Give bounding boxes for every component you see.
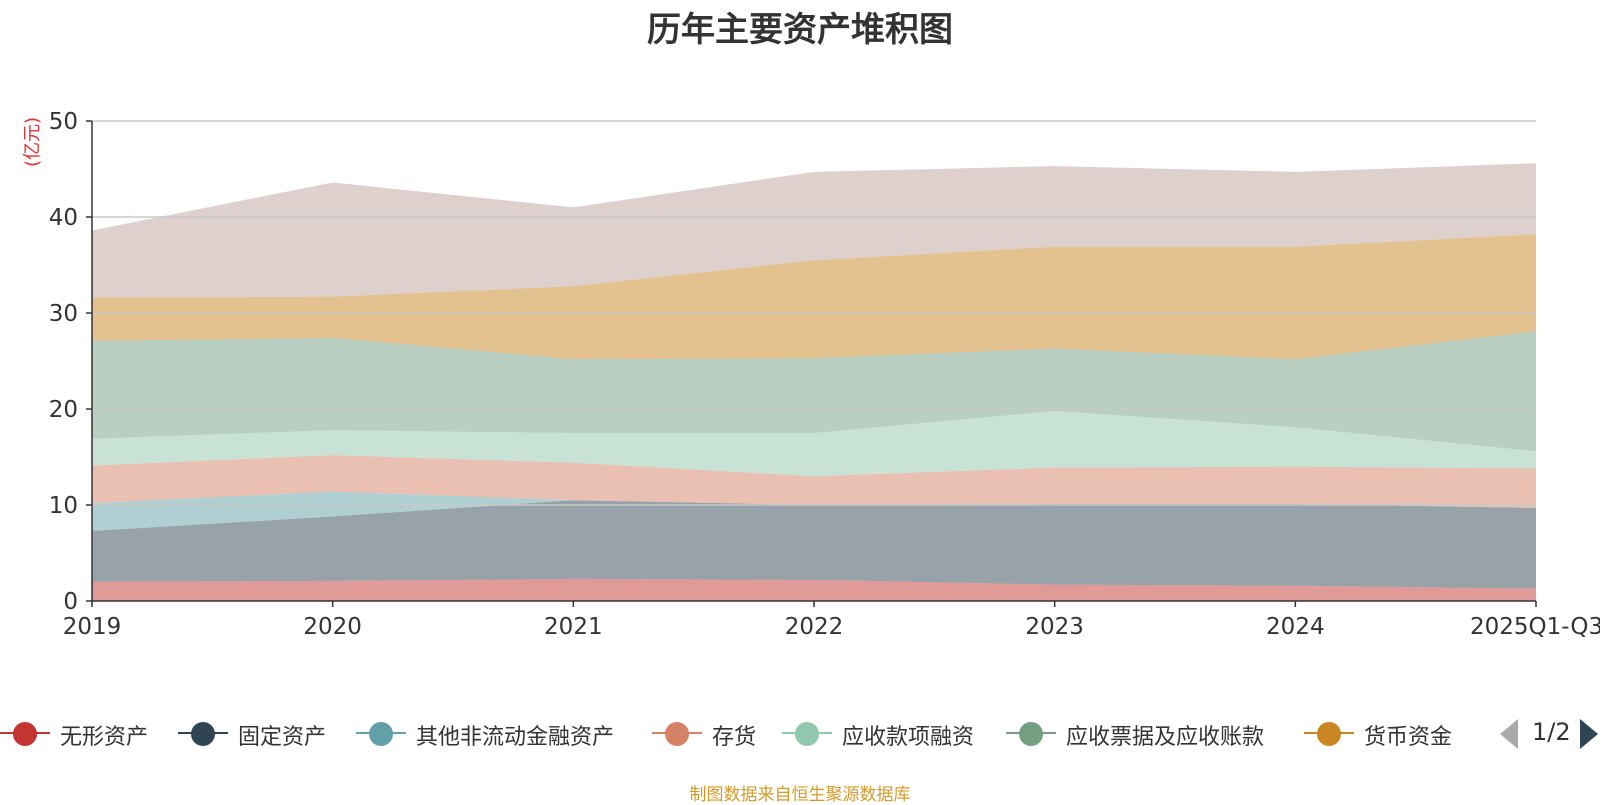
x-tick-label: 2022 [785,614,844,640]
y-tick-label: 40 [49,205,78,231]
area-series-0 [92,578,1536,601]
y-tick-label: 10 [49,493,78,519]
area-series-4 [92,410,1536,477]
y-tick-label: 20 [49,397,78,423]
legend-label: 其他非流动金融资产 [416,725,615,750]
area-series-5 [92,331,1536,452]
x-tick-label: 2024 [1266,614,1325,640]
y-axis-unit: (亿元) [22,117,43,167]
x-tick-label: 2021 [544,614,603,640]
legend-label: 存货 [712,725,757,750]
area-series-6 [92,234,1536,360]
chart-title: 历年主要资产堆积图 [647,10,953,50]
pager-prev-icon[interactable] [1500,719,1518,749]
legend-circle-icon [1317,722,1341,746]
legend-circle-icon [1019,722,1043,746]
area-series-3 [92,455,1536,508]
x-tick-label: 2019 [63,614,122,640]
legend: 1/2 无形资产 固定资产 其他非流动金融资产 存货 应收款项融资 应收票据及应收账款 货币… [0,713,1600,753]
pager-page-indicator: 1/2 [1532,718,1571,746]
legend-circle-icon [795,722,819,746]
x-tick-label: 2025Q1-Q3 [1470,614,1600,640]
legend-label: 固定资产 [238,725,327,750]
pager-next-icon[interactable] [1580,719,1598,749]
y-tick-label: 50 [49,109,78,135]
legend-circle-icon [665,722,689,746]
y-tick-label: 0 [63,589,78,615]
legend-circle-icon [369,722,393,746]
legend-label: 无形资产 [60,725,149,750]
area-series-7 [92,163,1536,298]
data-source-note: 制图数据来自恒生聚源数据库 [689,785,911,805]
area-series-2 [92,491,1536,531]
area-series-1 [92,500,1536,589]
legend-label: 应收款项融资 [842,725,975,750]
x-tick-label: 2020 [303,614,362,640]
x-tick-label: 2023 [1025,614,1084,640]
legend-label: 货币资金 [1364,725,1453,750]
legend-label: 应收票据及应收账款 [1066,725,1265,750]
legend-circle-icon [13,722,37,746]
y-tick-label: 30 [49,301,78,327]
legend-circle-icon [191,722,215,746]
